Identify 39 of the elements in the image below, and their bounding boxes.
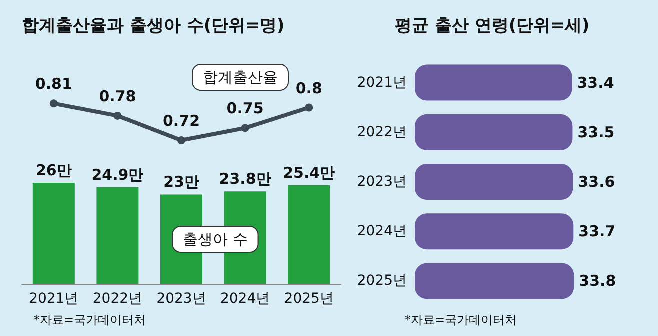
x-tick-label: 2025년 bbox=[284, 291, 334, 307]
x-tick-label: 2023년 bbox=[156, 291, 206, 307]
bar bbox=[32, 183, 75, 284]
bar bbox=[96, 187, 139, 284]
text: *자료=국가데이터처 bbox=[34, 312, 146, 329]
data-label: 26만 bbox=[36, 162, 72, 180]
chart-title: 평균 출산 연령(단위=세) bbox=[395, 15, 590, 37]
y-tick-label: 2022년 bbox=[357, 124, 407, 140]
point bbox=[50, 100, 58, 108]
x-tick-label: 2021년 bbox=[29, 291, 79, 307]
y-tick-label: 2024년 bbox=[357, 224, 407, 240]
data-label: 0.8 bbox=[296, 79, 322, 98]
data-label: 23만 bbox=[164, 173, 200, 192]
data-label: 0.72 bbox=[162, 112, 200, 130]
bar bbox=[288, 185, 330, 284]
chart-title: 합계출산율과 출생아 수(단위=명) bbox=[22, 15, 285, 37]
y-tick-label: 2025년 bbox=[357, 273, 407, 290]
data-label: 23.8만 bbox=[219, 170, 272, 188]
data-label: 33.8 bbox=[579, 272, 616, 290]
y-tick-label: 2023년 bbox=[357, 174, 407, 190]
data-label: 0.81 bbox=[35, 75, 72, 94]
point bbox=[114, 112, 122, 120]
data-label: 33.7 bbox=[578, 222, 616, 241]
point bbox=[178, 136, 186, 144]
point bbox=[305, 104, 314, 112]
x-tick-label: 2024년 bbox=[220, 291, 270, 307]
data-label: 25.4만 bbox=[283, 164, 336, 182]
data-label: 0.75 bbox=[226, 100, 264, 118]
y-tick-label: 2021년 bbox=[357, 74, 407, 91]
series-label: 합계출산율 bbox=[203, 68, 278, 86]
data-label: 33.4 bbox=[577, 74, 614, 92]
series-label: 출생아 수 bbox=[183, 230, 248, 248]
data-label: 24.9만 bbox=[92, 166, 144, 184]
data-label: 33.6 bbox=[578, 173, 616, 191]
data-label: 33.5 bbox=[578, 123, 615, 142]
data-label: 0.78 bbox=[99, 87, 136, 106]
x-tick-label: 2022년 bbox=[92, 291, 143, 307]
text: *자료=국가데이터처 bbox=[405, 312, 518, 329]
point bbox=[241, 124, 250, 132]
